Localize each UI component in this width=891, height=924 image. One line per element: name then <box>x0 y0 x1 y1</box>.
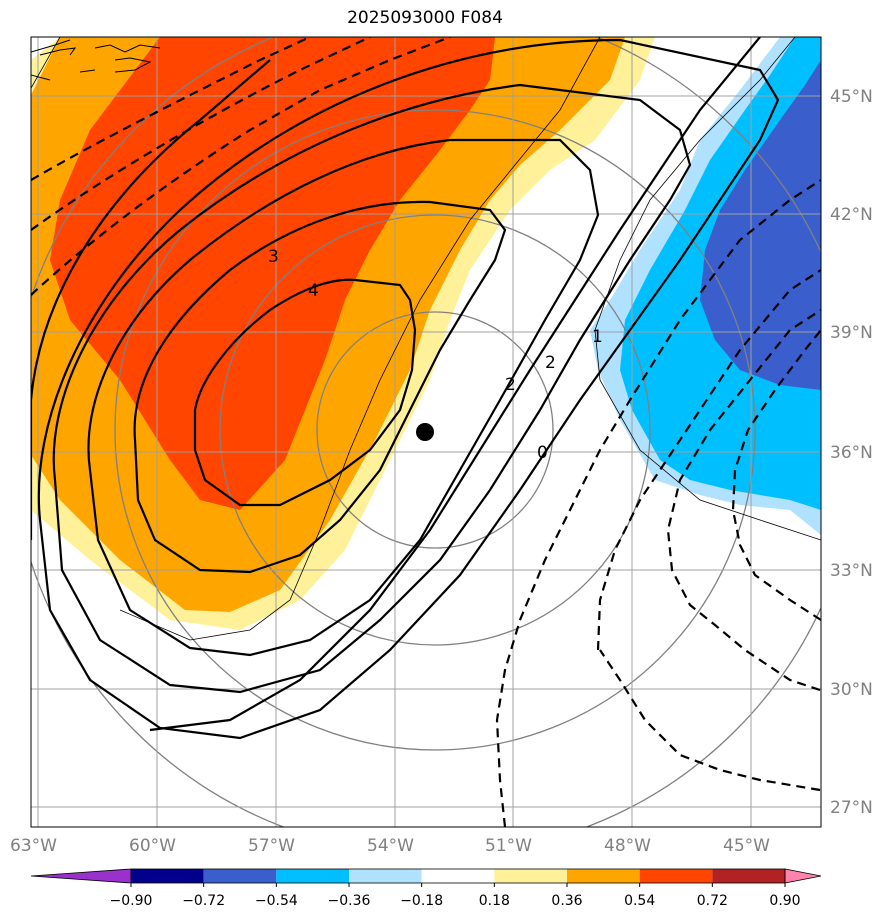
colorbar-tick-label: −0.72 <box>182 893 225 909</box>
colorbar-swatch <box>421 869 495 883</box>
dashed-contours <box>31 37 821 827</box>
lat-label: 27°N <box>830 798 873 818</box>
colorbar-tick-label: 0.54 <box>624 893 655 909</box>
colorbar-tick-label: −0.90 <box>110 893 153 909</box>
contour-label-1: 1 <box>592 327 603 347</box>
storm-center-marker <box>416 423 434 441</box>
graticule <box>31 37 821 827</box>
map-panel <box>31 37 821 827</box>
colorbar-swatch <box>276 869 349 883</box>
lat-label: 42°N <box>830 205 873 225</box>
solid-contours <box>31 37 780 740</box>
lat-label: 45°N <box>830 87 873 107</box>
colorbar-swatch <box>131 869 204 883</box>
contour-label-3: 3 <box>268 247 279 267</box>
contour-label-2b: 2 <box>545 353 556 373</box>
colorbar-extend-low <box>30 868 132 884</box>
colorbar-tick-label: 0.36 <box>551 893 582 909</box>
colorbar-tick-label: −0.18 <box>400 893 443 909</box>
colorbar-tick-label: −0.36 <box>328 893 371 909</box>
lon-label: 48°W <box>604 836 651 856</box>
lon-label: 57°W <box>248 836 295 856</box>
reference-outline <box>31 37 821 641</box>
range-rings <box>31 37 821 827</box>
map-title: 2025093000 F084 <box>347 8 503 28</box>
colorbar-tick-label: −0.54 <box>255 893 298 909</box>
contour-label-2a: 2 <box>505 375 516 395</box>
contour-label-0: 0 <box>537 443 548 463</box>
lat-label: 36°N <box>830 443 873 463</box>
coastline <box>31 39 161 81</box>
lon-label: 54°W <box>367 836 414 856</box>
lat-label: 39°N <box>830 323 873 343</box>
lon-label: 60°W <box>129 836 176 856</box>
lon-label: 51°W <box>485 836 532 856</box>
colorbar-swatch <box>567 869 640 883</box>
lat-label: 30°N <box>830 680 873 700</box>
colorbar-swatch <box>712 869 785 883</box>
colorbar-swatch <box>203 869 277 883</box>
lon-label: 45°W <box>723 836 770 856</box>
colorbar-tick-label: 0.90 <box>769 893 800 909</box>
contour-label-4: 4 <box>308 281 319 301</box>
colorbar: −0.90 −0.72 −0.54 −0.36 −0.18 0.18 0.36 0.54 0.7… <box>30 868 822 909</box>
lat-label: 33°N <box>830 561 873 581</box>
colorbar-outline <box>130 868 786 884</box>
lon-label: 63°W <box>10 836 57 856</box>
colorbar-swatch <box>349 869 422 883</box>
colorbar-tick-label: 0.18 <box>479 893 510 909</box>
colorbar-swatch <box>639 869 713 883</box>
colorbar-extend-high <box>784 868 822 884</box>
colorbar-swatch <box>494 869 567 883</box>
map-border <box>30 36 822 828</box>
colorbar-tick-label: 0.72 <box>697 893 728 909</box>
